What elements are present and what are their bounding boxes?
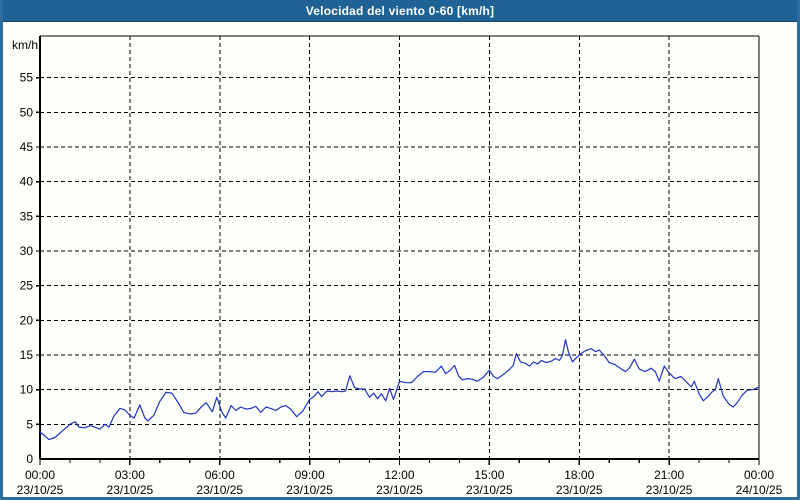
x-tick-time-label: 00:00 xyxy=(25,468,55,482)
y-tick-label: 15 xyxy=(20,348,34,362)
y-tick-label: 25 xyxy=(20,279,34,293)
x-tick-date-label: 23/10/25 xyxy=(646,483,693,497)
y-tick-label: 0 xyxy=(26,452,33,466)
x-tick-time-label: 18:00 xyxy=(564,468,594,482)
x-tick-date-label: 23/10/25 xyxy=(556,483,603,497)
y-tick-label: 10 xyxy=(20,383,34,397)
y-axis-unit-label: km/h xyxy=(12,38,38,52)
y-tick-label: 40 xyxy=(20,175,34,189)
x-tick-time-label: 12:00 xyxy=(384,468,414,482)
wind-speed-series-line xyxy=(39,339,760,441)
y-tick-label: 50 xyxy=(20,105,34,119)
y-tick-label: 30 xyxy=(20,244,34,258)
window-title: Velocidad del viento 0-60 [km/h] xyxy=(305,3,495,18)
x-tick-time-label: 21:00 xyxy=(654,468,684,482)
x-tick-date-label: 23/10/25 xyxy=(466,483,513,497)
title-bar: Velocidad del viento 0-60 [km/h] xyxy=(3,0,797,22)
x-tick-date-label: 23/10/25 xyxy=(107,483,154,497)
y-tick-label: 35 xyxy=(20,209,34,223)
y-tick-label: 5 xyxy=(26,417,33,431)
x-tick-time-label: 00:00 xyxy=(744,468,774,482)
y-tick-label: 55 xyxy=(20,71,34,85)
x-tick-time-label: 03:00 xyxy=(115,468,145,482)
x-tick-date-label: 23/10/25 xyxy=(17,483,64,497)
x-tick-time-label: 15:00 xyxy=(474,468,504,482)
y-tick-label: 20 xyxy=(20,313,34,327)
y-tick-label: 45 xyxy=(20,140,34,154)
x-tick-date-label: 23/10/25 xyxy=(376,483,423,497)
x-tick-date-label: 23/10/25 xyxy=(286,483,333,497)
x-tick-date-label: 24/10/25 xyxy=(736,483,783,497)
x-tick-date-label: 23/10/25 xyxy=(196,483,243,497)
x-tick-time-label: 06:00 xyxy=(205,468,235,482)
x-tick-time-label: 09:00 xyxy=(295,468,325,482)
